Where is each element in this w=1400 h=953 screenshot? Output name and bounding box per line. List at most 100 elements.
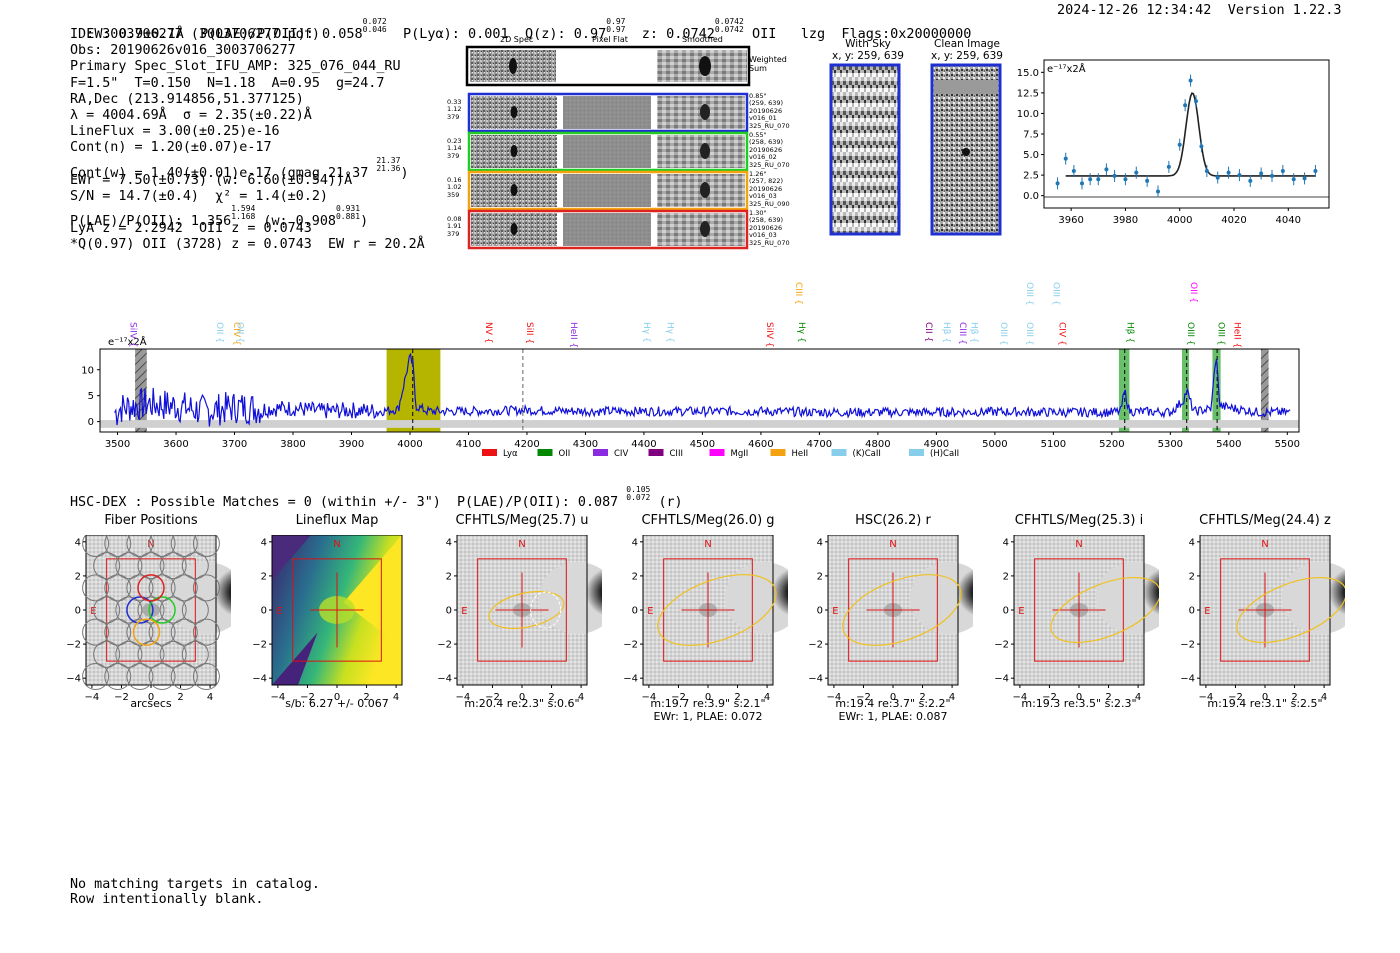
panel-xtick: 4	[1135, 692, 1141, 703]
weighted-sum-row	[465, 45, 751, 87]
cutout-weights: 0.23 1.14 379	[447, 137, 462, 160]
info-primary: Primary Spec_Slot_IFU_AMP: 325_076_044_R…	[70, 59, 401, 75]
fiber	[148, 535, 176, 558]
north-label: N	[1261, 539, 1268, 550]
panel-ytick: 4	[1189, 537, 1195, 548]
legend-label: (K)CaII	[853, 449, 881, 459]
panel-ytick: 2	[1003, 571, 1009, 582]
spectrum-xtick: 5000	[982, 439, 1007, 450]
error-band	[100, 420, 1299, 428]
fiber	[126, 618, 154, 646]
panel-map: N E 4 2 0 −2 −4 −4 −2 0 2 4	[252, 535, 403, 703]
fiber	[82, 535, 110, 558]
panel-title: CFHTLS/Meg(25.7) u	[455, 513, 589, 528]
panel-title: Lineflux Map	[295, 513, 379, 528]
panel-ytick: 2	[75, 571, 81, 582]
footer-line-1: No matching targets in catalog.	[70, 877, 320, 892]
panel-caption: arcsecs	[130, 697, 172, 710]
fit-ytick: 7.5	[1023, 130, 1039, 141]
fit-point	[1096, 177, 1101, 182]
source-ellipse	[842, 574, 962, 646]
panel-xtick: −2	[671, 692, 686, 703]
fiber	[104, 618, 132, 646]
fit-point	[1194, 99, 1198, 104]
fiber	[148, 574, 176, 602]
cutout-row	[467, 131, 749, 172]
fiber	[93, 552, 121, 580]
info-ewr: EWr = 7.50(±0.73) (w: 6.60(±0.54))Å	[70, 172, 353, 188]
panel-caption: s/b: 6.27 +/- 0.067	[285, 697, 389, 710]
legend-label: MgII	[731, 449, 749, 459]
panel-caption-2: EWr: 1, PLAE: 0.072	[653, 710, 763, 723]
east-label: E	[647, 606, 653, 617]
source-ellipse	[1236, 576, 1345, 644]
legend-swatch	[909, 449, 924, 456]
spectrum-xtick: 3500	[105, 439, 130, 450]
panel-ytick: 2	[632, 571, 638, 582]
fit-ytick: 12.5	[1017, 88, 1039, 99]
panel-title: CFHTLS/Meg(24.4) z	[1199, 513, 1331, 528]
panel-xtick: 4	[578, 692, 584, 703]
panel-ytick: −2	[437, 640, 452, 651]
panel-ytick: −2	[994, 640, 1009, 651]
fit-point	[1248, 178, 1253, 183]
cutout-weights: 0.16 1.02 359	[447, 176, 462, 199]
fit-ytick: 5.0	[1023, 150, 1039, 161]
version: Version 1.22.3	[1227, 2, 1342, 18]
panel-ytick: −4	[808, 674, 823, 685]
panel-ytick: 4	[632, 537, 638, 548]
footer-line-2: Row intentionally blank.	[70, 892, 264, 907]
panel-ytick: 0	[261, 606, 267, 617]
fit-xtick: 4000	[1167, 215, 1192, 226]
panel-xtick: 0	[148, 692, 154, 703]
panel-img: N E 4 2 0 −2 −4 −4 −2 0 2 4	[808, 535, 973, 703]
fit-point	[1080, 181, 1084, 186]
fiber-highlight	[132, 618, 161, 646]
spectrum-ytick: 5	[88, 391, 94, 402]
emission-line-label: OIII {	[1215, 322, 1225, 346]
fiber	[126, 574, 154, 602]
fiber	[192, 574, 220, 602]
header-flags: Flags:0x20000000	[841, 26, 972, 42]
info-radec: RA,Dec (213.914856,51.377125)	[70, 91, 304, 107]
header-tag: lzg	[800, 26, 826, 42]
panel-xtick: 2	[1105, 692, 1111, 703]
north-label: N	[333, 539, 340, 550]
panel-xtick: −4	[456, 692, 471, 703]
panel-ytick: −2	[808, 640, 823, 651]
fit-point	[1177, 142, 1182, 147]
info-block: ID: 3003706277 (3003706277.pdf) Obs: 201…	[70, 27, 425, 254]
panel-xtick: −4	[642, 692, 657, 703]
header-plya: P(Lyα): 0.001	[403, 26, 509, 42]
fiber	[192, 535, 220, 558]
emission-line-label: OIII {	[998, 322, 1008, 346]
panel-xtick: −2	[1042, 692, 1057, 703]
fit-point	[1204, 169, 1209, 173]
panel-ytick: 0	[817, 606, 823, 617]
emission-line-label: SiII {	[524, 322, 534, 344]
panel-xtick: −2	[300, 692, 315, 703]
fit-ytick: 0.0	[1023, 191, 1039, 202]
legend-swatch	[709, 449, 725, 456]
panel-caption: m:19.4 re:3.7" s:2.2"	[835, 697, 951, 710]
emission-line-label: OIII {	[1050, 282, 1060, 306]
fiber	[104, 662, 132, 690]
fit-ytick: 15.0	[1017, 68, 1039, 79]
panel-xtick: 2	[1291, 692, 1297, 703]
fiber	[170, 662, 198, 690]
fit-point	[1188, 78, 1193, 83]
panel-xtick: 2	[363, 692, 369, 703]
panel-ytick: −4	[994, 674, 1009, 685]
legend-label: HeII	[792, 449, 809, 459]
fiber-highlight	[137, 574, 165, 602]
panel-ytick: 0	[1003, 606, 1009, 617]
fiber	[148, 662, 176, 690]
source-ellipse	[657, 574, 777, 646]
emission-line-label: OII {	[235, 322, 245, 343]
info-plae: P(LAE)/P(OII): 1.356 1.594 1.168 (w: 0.908…	[70, 204, 369, 230]
legend-label: (H)CaII	[930, 449, 959, 459]
fit-point	[1112, 173, 1117, 178]
fiber	[159, 640, 187, 668]
emission-line-label: Hβ {	[941, 322, 951, 343]
panel-caption-2: EWr: 1, PLAE: 0.087	[838, 710, 948, 723]
